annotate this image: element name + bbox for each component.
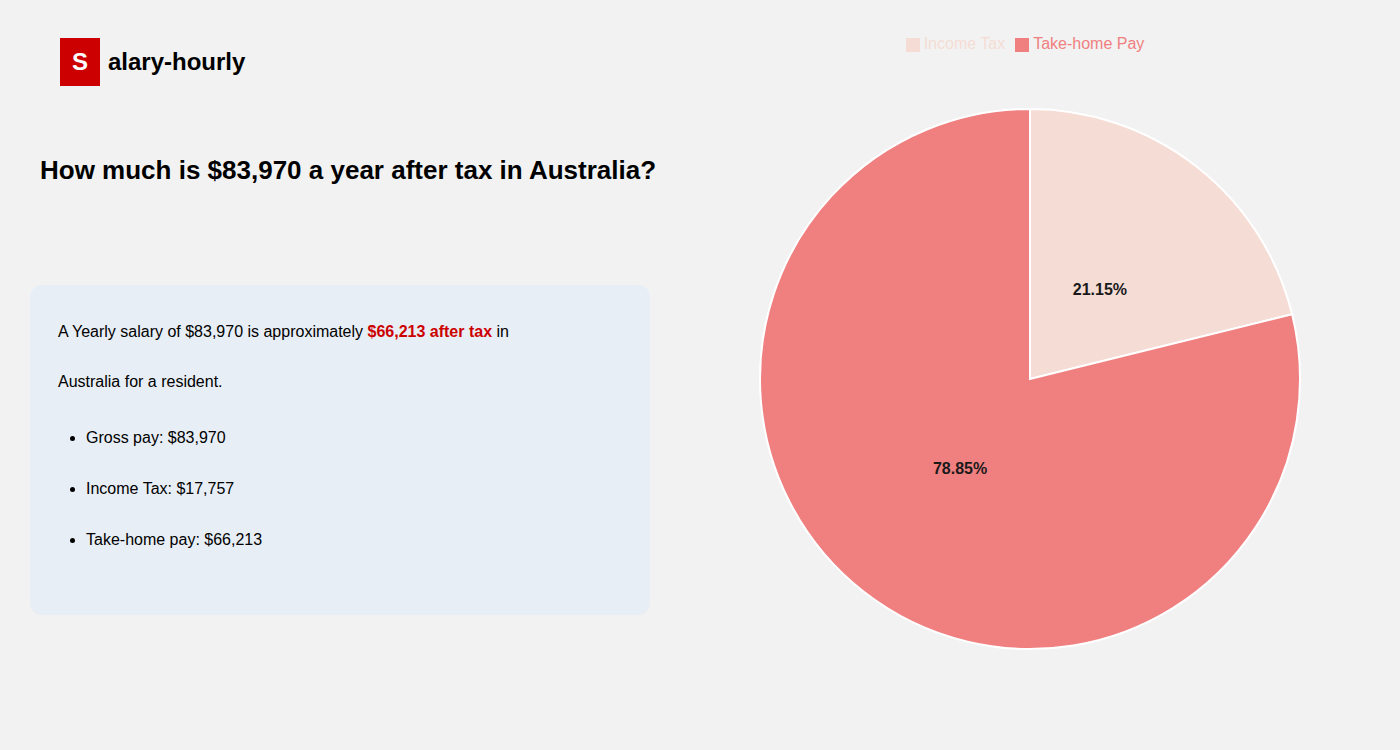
html-text:alary-hourly: alary-hourly xyxy=(108,48,246,75)
svg-text:78.85%: 78.85% xyxy=(933,460,987,477)
html-text:Income Tax: $17,757: Income Tax: $17,757 xyxy=(86,480,235,497)
html-text:A Yearly salary of $83,970 is: A Yearly salary of $83,970 is approximat… xyxy=(58,323,509,340)
html-text:S: S xyxy=(72,48,88,75)
html-text:Take-home Pay: Take-home Pay xyxy=(1033,35,1145,52)
html-text:Take-home pay: $66,213: Take-home pay: $66,213 xyxy=(86,531,263,548)
svg-text:21.15%: 21.15% xyxy=(1073,281,1127,298)
html-text:Income Tax: Income Tax xyxy=(923,35,1006,52)
html-text:Gross pay: $83,970: Gross pay: $83,970 xyxy=(86,429,226,446)
html-text:Australia for a resident.: Australia for a resident. xyxy=(58,373,223,390)
html-text:How much is $83,970 a year aft: How much is $83,970 a year after tax in … xyxy=(40,155,657,185)
